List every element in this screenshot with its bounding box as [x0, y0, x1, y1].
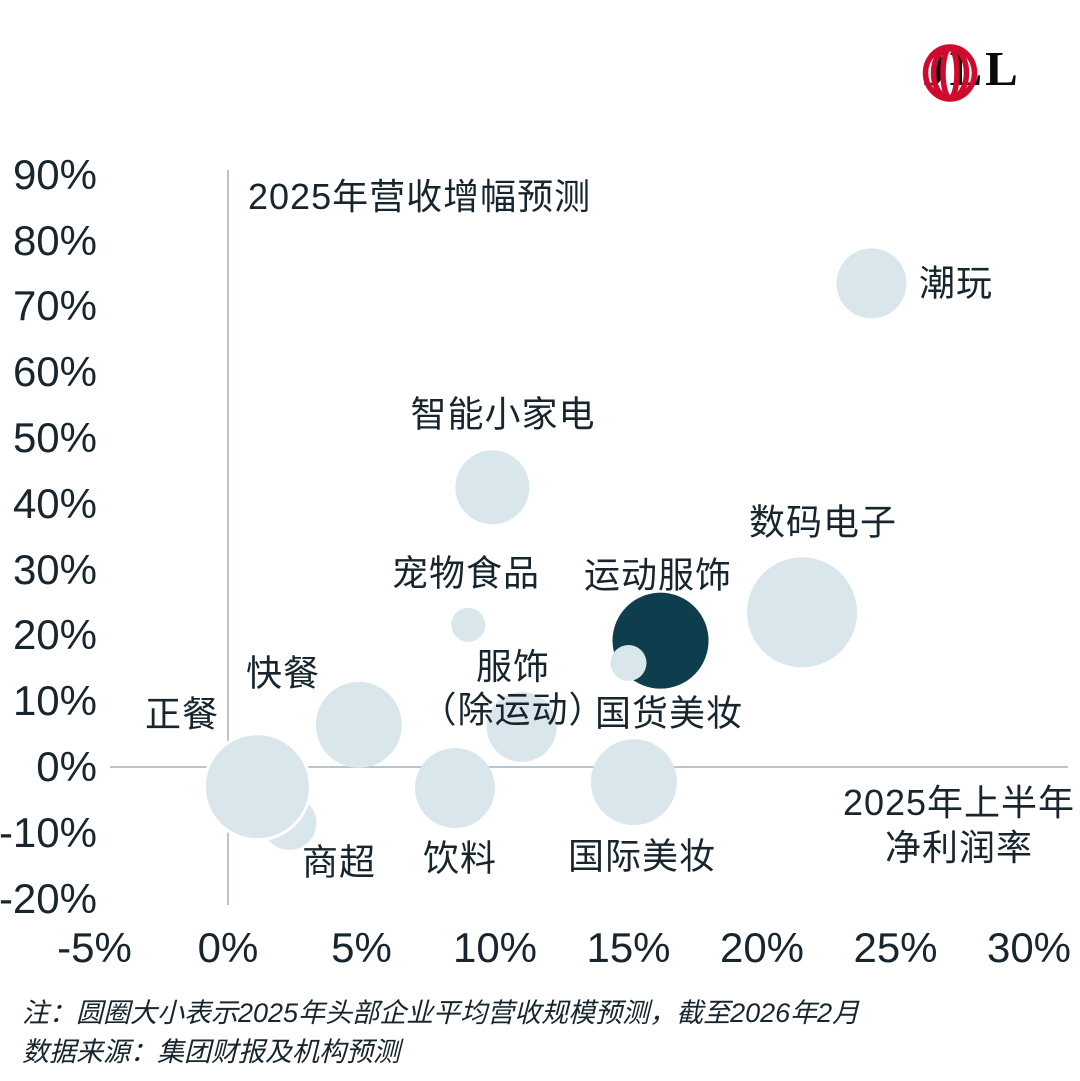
bubble-label-full-service-dining: 正餐 [144, 693, 220, 735]
y-tick-60: 60% [12, 348, 97, 396]
chart-title: 2025年营收增幅预测 [248, 176, 592, 217]
bubble-full-service-dining [202, 732, 312, 842]
jll-logo: JLL [922, 44, 1021, 102]
y-tick--10: -10% [0, 808, 97, 856]
bubble-label-pet-food: 宠物食品 [391, 552, 541, 594]
y-tick-40: 40% [12, 479, 97, 527]
bubble-label-apparel-excl-sports: 服饰 （除运动） [420, 646, 606, 730]
bubble-label-digital-electronics: 数码电子 [748, 501, 898, 543]
bubble-domestic-beauty [610, 645, 647, 682]
y-tick-80: 80% [12, 216, 97, 264]
bubble-smart-small-appliances [455, 450, 530, 525]
x-tick-25: 25% [853, 924, 938, 971]
bubble-fast-food [315, 681, 402, 768]
y-tick-0: 0% [36, 743, 97, 790]
bubble-pet-food [451, 607, 486, 642]
y-tick-50: 50% [12, 414, 97, 461]
bubble-label-beverages: 饮料 [422, 837, 498, 879]
bubble-trendy-toys [836, 248, 907, 319]
bubble-apparel-excl-sports [486, 691, 557, 762]
x-tick-30: 30% [986, 924, 1072, 971]
y-tick-90: 90% [12, 150, 97, 198]
x-axis-title: 2025年上半年 净利润率 [830, 780, 1080, 870]
bubble-label-international-beauty: 国际美妆 [567, 835, 717, 877]
bubble-beverages [414, 748, 495, 829]
y-tick-30: 30% [12, 545, 97, 593]
bubble-label-domestic-beauty: 国货美妆 [594, 692, 744, 734]
x-axis-title-line1: 2025年上半年 [842, 782, 1076, 823]
bubble-label-sportswear: 运动服饰 [583, 554, 733, 596]
jll-globe-icon [922, 44, 978, 102]
x-tick-5: 5% [331, 924, 392, 971]
footnote-size-legend: 注：圆圈大小表示2025年头部企业平均营收规模预测，截至2026年2月 [22, 998, 860, 1028]
y-tick-20: 20% [12, 611, 97, 659]
x-tick-20: 20% [719, 924, 805, 971]
x-tick--5: -5% [57, 924, 132, 971]
y-tick-70: 70% [12, 282, 97, 330]
y-tick-10: 10% [12, 677, 97, 725]
footnotes: 注：圆圈大小表示2025年头部企业平均营收规模预测，截至2026年2月 数据来源… [22, 994, 859, 1072]
bubble-label-smart-small-appliances: 智能小家电 [410, 393, 596, 435]
footnote-source: 数据来源：集团财报及机构预测 [22, 1037, 400, 1067]
x-tick-10: 10% [452, 924, 538, 971]
x-tick-15: 15% [586, 924, 671, 971]
bubble-digital-electronics [747, 557, 858, 668]
bubble-label-supermarkets: 商超 [301, 841, 377, 883]
bubble-label-fast-food: 快餐 [245, 652, 321, 694]
x-axis-title-line2: 净利润率 [884, 827, 1033, 868]
bubble-label-trendy-toys: 潮玩 [918, 262, 994, 304]
y-tick--20: -20% [0, 874, 97, 922]
bubble-international-beauty [590, 739, 677, 826]
x-tick-0: 0% [197, 924, 259, 971]
